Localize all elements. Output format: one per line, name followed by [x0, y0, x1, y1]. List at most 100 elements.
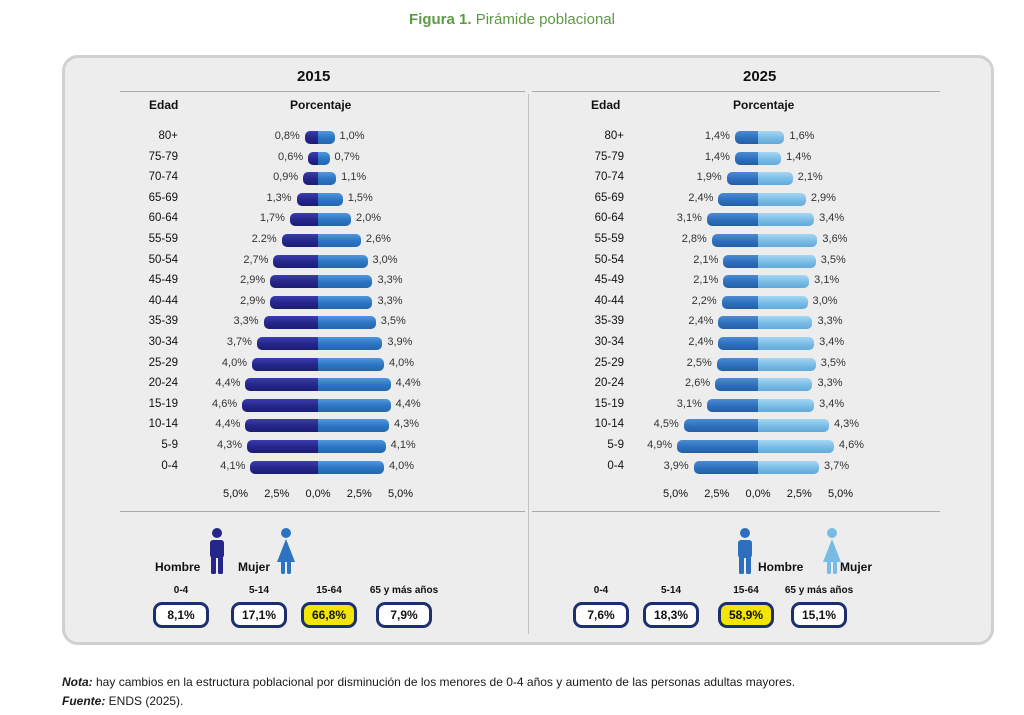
male-value-label: 4,4% — [215, 377, 241, 390]
age-label: 40-44 — [148, 294, 178, 307]
male-value-label: 4,4% — [215, 418, 241, 431]
fuente-label: Fuente: — [62, 694, 106, 708]
vertical-divider — [528, 94, 529, 634]
x-tick-label: 0,0% — [305, 488, 331, 500]
male-bar — [245, 419, 318, 433]
female-bar — [758, 357, 816, 371]
female-value-label: 4,0% — [389, 356, 415, 369]
female-value-label: 2,6% — [365, 233, 391, 245]
age-group-value: 7,6% — [573, 602, 629, 628]
male-bar — [245, 378, 318, 392]
male-bar — [734, 131, 758, 144]
male-value-label: 2,4% — [688, 315, 714, 328]
female-bar — [758, 419, 829, 433]
female-bar — [318, 460, 384, 474]
male-value-label: 4,3% — [216, 439, 243, 451]
male-value-label: 1,4% — [704, 130, 730, 142]
female-bar — [758, 337, 815, 350]
summary-rule — [120, 511, 525, 512]
female-bar — [758, 192, 806, 206]
female-bar — [318, 151, 330, 165]
female-value-label: 3,0% — [372, 253, 398, 266]
age-group-label: 5-14 — [248, 585, 270, 596]
male-bar — [308, 151, 318, 165]
nota-text: hay cambios en la estructura poblacional… — [92, 675, 796, 689]
male-bar — [711, 234, 758, 247]
age-group-label: 15-64 — [316, 585, 342, 596]
legend-male-label: Hombre — [155, 560, 201, 574]
male-value-label: 2,9% — [240, 274, 266, 287]
age-label: 70-74 — [148, 171, 178, 184]
female-value-label: 1,0% — [339, 130, 365, 142]
male-value-label: 2,1% — [693, 274, 719, 287]
male-bar — [250, 460, 318, 474]
female-bar — [758, 213, 815, 227]
female-bar — [318, 440, 386, 453]
female-value-label: 3,6% — [822, 233, 848, 245]
female-bar — [758, 440, 834, 453]
x-tick-label: 5,0% — [222, 488, 249, 500]
male-bar — [693, 460, 758, 474]
male-bar — [296, 192, 318, 206]
age-group-value: 66,8% — [301, 602, 357, 628]
legend-female-label: Mujer — [840, 560, 873, 574]
male-bar — [303, 172, 318, 186]
male-value-label: 0,8% — [274, 130, 300, 142]
male-bar — [723, 275, 758, 289]
x-tick-label: 5,0% — [387, 488, 414, 500]
female-value-label: 3,9% — [387, 336, 413, 348]
female-bar — [318, 192, 343, 206]
female-bar — [318, 295, 373, 309]
female-value-label: 1,5% — [347, 191, 373, 204]
footnote-fuente: Fuente: ENDS (2025). — [62, 694, 183, 708]
age-label: 75-79 — [148, 150, 178, 163]
female-bar — [758, 398, 815, 412]
female-bar — [318, 131, 335, 144]
female-bar — [758, 131, 785, 144]
male-bar — [304, 131, 318, 144]
year-title: 2015 — [297, 68, 331, 85]
age-column-header: Edad — [149, 98, 179, 112]
age-label: 80+ — [604, 130, 624, 142]
x-tick-label: 5,0% — [827, 488, 854, 500]
x-tick-label: 5,0% — [662, 488, 689, 500]
male-value-label: 4,6% — [212, 397, 238, 410]
male-value-label: 2.2% — [251, 233, 277, 245]
male-bar — [281, 234, 318, 247]
male-value-label: 1,4% — [704, 150, 730, 163]
female-value-label: 1,1% — [341, 171, 367, 184]
female-bar — [318, 378, 391, 392]
age-group-label: 0-4 — [173, 585, 189, 596]
header-rule — [120, 91, 525, 92]
female-value-label: 2,0% — [356, 212, 382, 225]
female-value-label: 3,3% — [817, 315, 843, 328]
age-label: 45-49 — [148, 274, 178, 287]
pyramid-2025: 2025 Edad Porcentaje Hombre Mujer 80+ 1,4… — [528, 58, 991, 642]
age-group-value: 18,3% — [643, 602, 699, 628]
age-label: 70-74 — [594, 171, 624, 184]
male-value-label: 2,4% — [688, 191, 714, 204]
nota-label: Nota: — [62, 675, 93, 689]
male-bar — [734, 151, 758, 165]
age-label: 80+ — [158, 130, 178, 142]
female-bar — [318, 398, 391, 412]
male-bar — [263, 316, 318, 330]
female-value-label: 3,5% — [820, 253, 846, 266]
age-label: 15-19 — [594, 397, 624, 410]
female-bar — [758, 254, 816, 268]
male-bar — [273, 254, 318, 268]
female-value-label: 4,3% — [833, 418, 860, 431]
x-tick-label: 2,5% — [704, 488, 730, 500]
female-value-label: 3,5% — [380, 315, 406, 328]
male-value-label: 2,9% — [240, 294, 266, 307]
male-bar — [289, 213, 318, 227]
age-group-value: 8,1% — [153, 602, 209, 628]
age-label: 35-39 — [148, 315, 178, 328]
age-label: 65-69 — [594, 191, 624, 204]
male-value-label: 1,7% — [259, 212, 285, 225]
female-bar — [318, 275, 373, 289]
male-value-label: 3,1% — [676, 212, 702, 225]
male-icon — [210, 528, 224, 574]
female-icon — [823, 528, 841, 574]
age-label: 60-64 — [148, 212, 178, 225]
